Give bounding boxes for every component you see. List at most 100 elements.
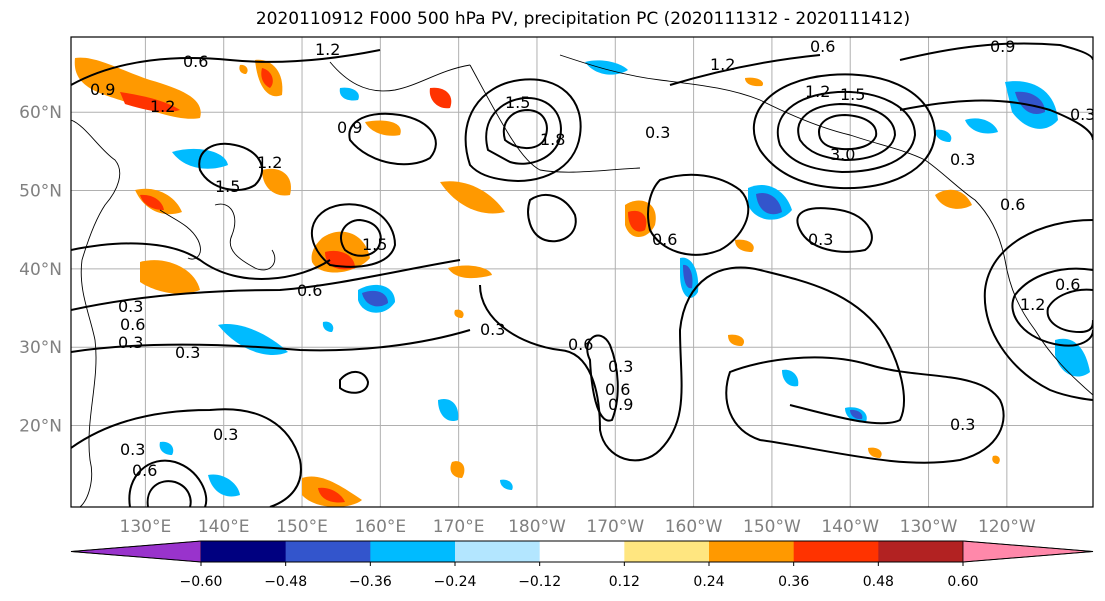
precip-positive-area — [728, 334, 745, 346]
contour-label: 1.2 — [710, 55, 735, 74]
precip-negative-area — [935, 129, 952, 142]
contour-label: 1.2 — [805, 82, 830, 101]
colorbar-tick-label: 0.24 — [693, 574, 724, 590]
longitude-tick-label: 170°E — [433, 517, 485, 537]
pv-contour — [128, 459, 208, 507]
colorbar-segment — [624, 541, 710, 562]
colorbar-segment — [370, 541, 456, 562]
contour-label: 0.6 — [297, 281, 322, 300]
longitude-tick-label: 150°W — [743, 517, 801, 537]
contour-label: 1.8 — [540, 130, 565, 149]
contour-label: 1.5 — [215, 177, 240, 196]
colorbar-tick-label: −0.48 — [264, 574, 307, 590]
longitude-tick-label: 140°E — [198, 517, 250, 537]
pv-contour — [146, 480, 192, 507]
precip-negative-core — [362, 290, 388, 307]
pv-contour — [485, 96, 562, 165]
pv-contour — [71, 259, 461, 311]
colorbar-tick-labels: −0.60 −0.48 −0.36 −0.24 −0.12 0.12 0.24 0.36 0.4… — [180, 562, 979, 590]
colorbar — [70, 540, 1094, 563]
precip-positive-area — [992, 455, 1000, 464]
precip-positive-area — [935, 189, 972, 209]
contour-label: 1.2 — [315, 40, 340, 59]
precip-positive-core — [628, 210, 647, 232]
pv-contour — [502, 108, 548, 149]
contour-label: 0.6 — [120, 315, 145, 334]
contour-label: 1.5 — [362, 235, 387, 254]
contour-label: 0.6 — [1055, 275, 1080, 294]
pv-contour — [586, 334, 619, 422]
contour-label: 0.6 — [1000, 195, 1025, 214]
contour-label: 1.5 — [840, 85, 865, 104]
colorbar-tick-label: 0.12 — [609, 574, 640, 590]
colorbar-tick-label: 0.60 — [947, 574, 978, 590]
precip-negative-area — [585, 60, 628, 75]
pv-contours — [71, 42, 1093, 507]
coastline-korea — [159, 209, 201, 260]
contour-label: 0.6 — [568, 335, 593, 354]
contour-label: 0.6 — [652, 230, 677, 249]
pv-contour — [198, 142, 264, 191]
contour-label: 0.3 — [950, 150, 975, 169]
precip-positive-area — [735, 239, 754, 252]
contour-label: 1.2 — [1020, 295, 1045, 314]
contour-label: 0.3 — [118, 297, 143, 316]
contour-label: 0.6 — [605, 380, 630, 399]
pv-contour — [796, 207, 873, 253]
colorbar-segment — [709, 541, 794, 562]
precip-positive-area — [868, 447, 882, 458]
longitude-tick-label: 130°E — [120, 517, 172, 537]
contour-label: 0.3 — [120, 440, 145, 459]
contour-label: 0.3 — [950, 415, 975, 434]
contour-label: 0.9 — [337, 118, 362, 137]
map-frame — [70, 36, 1094, 508]
contour-label: 0.9 — [608, 395, 633, 414]
contour-labels: 0.6 0.9 1.2 1.2 1.5 0.9 1.5 1.2 1.2 1.8 … — [90, 37, 1095, 480]
precip-positive-core — [120, 92, 180, 113]
contour-label: 0.6 — [183, 52, 208, 71]
contour-label: 0.6 — [132, 461, 157, 480]
precip-negative-core — [850, 409, 863, 420]
contour-label: 0.3 — [175, 343, 200, 362]
colorbar-tick-label: −0.24 — [434, 574, 477, 590]
pv-contour — [983, 219, 1093, 401]
precip-negative-area — [208, 474, 240, 497]
coastline-asia — [71, 119, 121, 507]
pv-contour — [464, 78, 582, 182]
precip-negative-core — [1015, 91, 1045, 114]
colorbar-segment — [962, 540, 1094, 563]
contour-label: 1.5 — [505, 93, 530, 112]
precip-negative-area — [965, 118, 998, 134]
colorbar-segment — [70, 540, 202, 563]
precip-positive-area — [448, 265, 492, 279]
contour-label: 0.3 — [608, 357, 633, 376]
coastlines — [71, 54, 1093, 507]
contour-label: 0.3 — [213, 425, 238, 444]
colorbar-segment — [793, 541, 879, 562]
coastline-alaska — [559, 54, 926, 161]
precip-positive-area — [140, 260, 200, 294]
precip-negative-area — [438, 398, 459, 422]
pv-contour — [818, 113, 878, 151]
precip-positive-area — [450, 461, 465, 478]
pv-contour — [1011, 267, 1093, 347]
pv-contour — [797, 102, 897, 162]
pv-contour — [776, 90, 917, 174]
precip-negative-area — [782, 369, 799, 387]
contour-label: 1.2 — [257, 153, 282, 172]
longitude-tick-label: 160°E — [354, 517, 406, 537]
longitude-tick-label: 140°W — [821, 517, 879, 537]
latitude-tick-label: 50°N — [19, 182, 62, 202]
pv-contour — [71, 329, 471, 353]
contour-label: 0.3 — [1070, 105, 1095, 124]
precip-positive-core — [261, 68, 273, 88]
longitude-tick-label: 170°W — [586, 517, 644, 537]
precip-positive-area — [74, 57, 201, 119]
precip-positive-area — [454, 309, 464, 318]
pv-contour — [899, 99, 1093, 141]
pv-contour — [339, 371, 370, 394]
pv-contour — [348, 112, 437, 166]
colorbar-segment — [201, 541, 286, 562]
latitude-tick-label: 40°N — [19, 260, 62, 280]
